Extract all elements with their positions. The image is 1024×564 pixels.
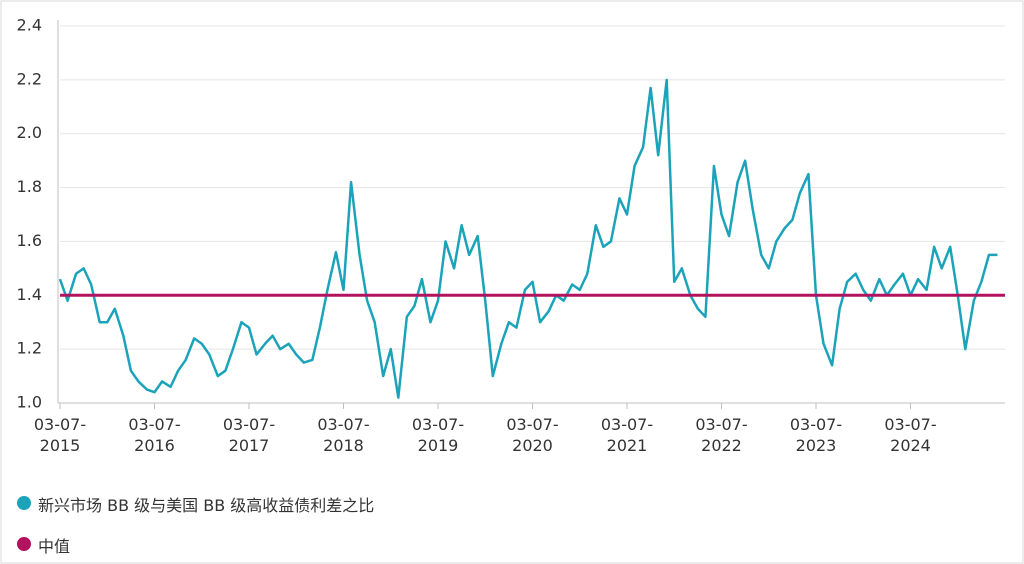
x-tick-label: 03-07- 2022 [695, 415, 748, 455]
y-tick-label: 1.0 [17, 393, 42, 412]
legend-marker [17, 496, 31, 510]
y-tick-label: 2.4 [17, 16, 42, 35]
x-tick-label: 03-07- 2016 [128, 415, 181, 455]
series-line [58, 78, 998, 399]
y-tick-label: 1.4 [17, 285, 42, 304]
legend-label: 新兴市场 BB 级与美国 BB 级高收益债利差之比 [38, 496, 375, 515]
y-tick-label: 2.0 [17, 123, 42, 142]
y-tick-label: 1.8 [17, 177, 42, 196]
x-tick-label: 03-07- 2018 [317, 415, 370, 455]
y-tick-label: 1.6 [17, 231, 42, 250]
x-tick-label: 03-07- 2023 [789, 415, 843, 455]
x-tick-label: 03-07- 2015 [33, 415, 87, 455]
x-tick-label: 03-07- 2024 [884, 415, 937, 455]
x-tick-label: 03-07- 2019 [411, 415, 465, 455]
legend-label: 中值 [38, 537, 71, 556]
x-tick-label: 03-07- 2017 [222, 415, 276, 455]
x-tick-label: 03-07- 2021 [600, 415, 654, 455]
y-tick-label: 2.2 [17, 69, 42, 88]
x-tick-label: 03-07- 2020 [506, 415, 559, 455]
legend-marker [17, 537, 31, 551]
y-tick-label: 1.2 [17, 339, 42, 358]
